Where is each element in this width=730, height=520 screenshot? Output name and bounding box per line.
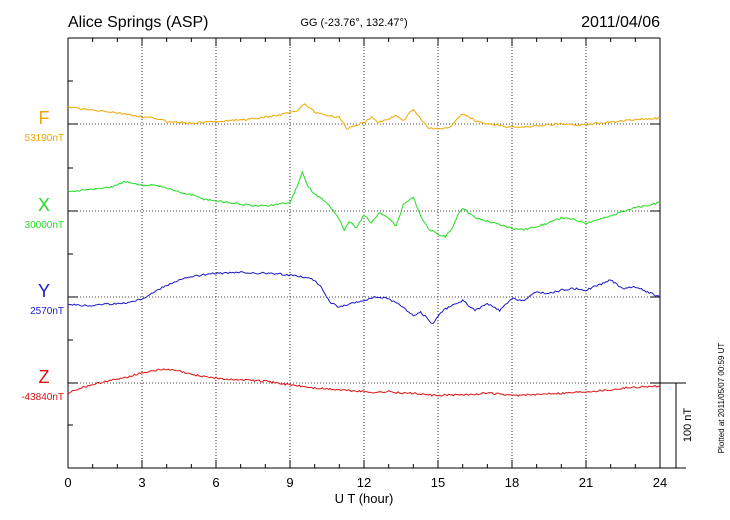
x-tick-label: 3 [138, 475, 145, 490]
x-tick-label: 0 [64, 475, 71, 490]
series-name-x: X [38, 195, 50, 215]
series-line-x [67, 170, 661, 239]
grid [141, 38, 587, 468]
x-tick-label: 21 [579, 475, 593, 490]
series-lines [67, 103, 661, 397]
series-baseline-label-y: 2570nT [30, 306, 64, 317]
x-tick-label: 15 [431, 475, 445, 490]
chart-date: 2011/04/06 [581, 14, 660, 31]
series-line-f [67, 103, 661, 130]
plot-frame [67, 37, 661, 469]
x-tick-labels: 0 3 6 9 12 15 18 21 24 [64, 475, 667, 490]
x-tick-label: 24 [653, 475, 667, 490]
chart-subtitle: GG (-23.76°, 132.47°) [300, 17, 407, 29]
series-labels: F 53190nT X 30000nT Y 2570nT Z -43840nT [21, 108, 64, 403]
scale-bar-label: 100 nT [682, 408, 694, 443]
series-line-y [67, 271, 661, 324]
x-axis-label: U T (hour) [335, 491, 394, 506]
x-tick-label: 18 [505, 475, 519, 490]
x-tick-label: 6 [212, 475, 219, 490]
series-name-y: Y [38, 281, 50, 301]
chart-title: Alice Springs (ASP) [68, 14, 209, 31]
series-name-z: Z [39, 367, 50, 387]
ticks [67, 37, 661, 469]
plotted-at-footer: Plotted at 2011/05/07 00:59 UT [717, 343, 726, 454]
series-name-f: F [39, 108, 50, 128]
series-baseline-label-x: 30000nT [25, 220, 64, 231]
series-baseline-label-f: 53190nT [25, 133, 64, 144]
series-line-z [67, 368, 661, 397]
series-baseline-label-z: -43840nT [21, 392, 64, 403]
x-tick-label: 12 [357, 475, 371, 490]
scale-bar: 100 nT [660, 382, 694, 469]
x-tick-label: 9 [286, 475, 293, 490]
baselines [68, 123, 660, 384]
